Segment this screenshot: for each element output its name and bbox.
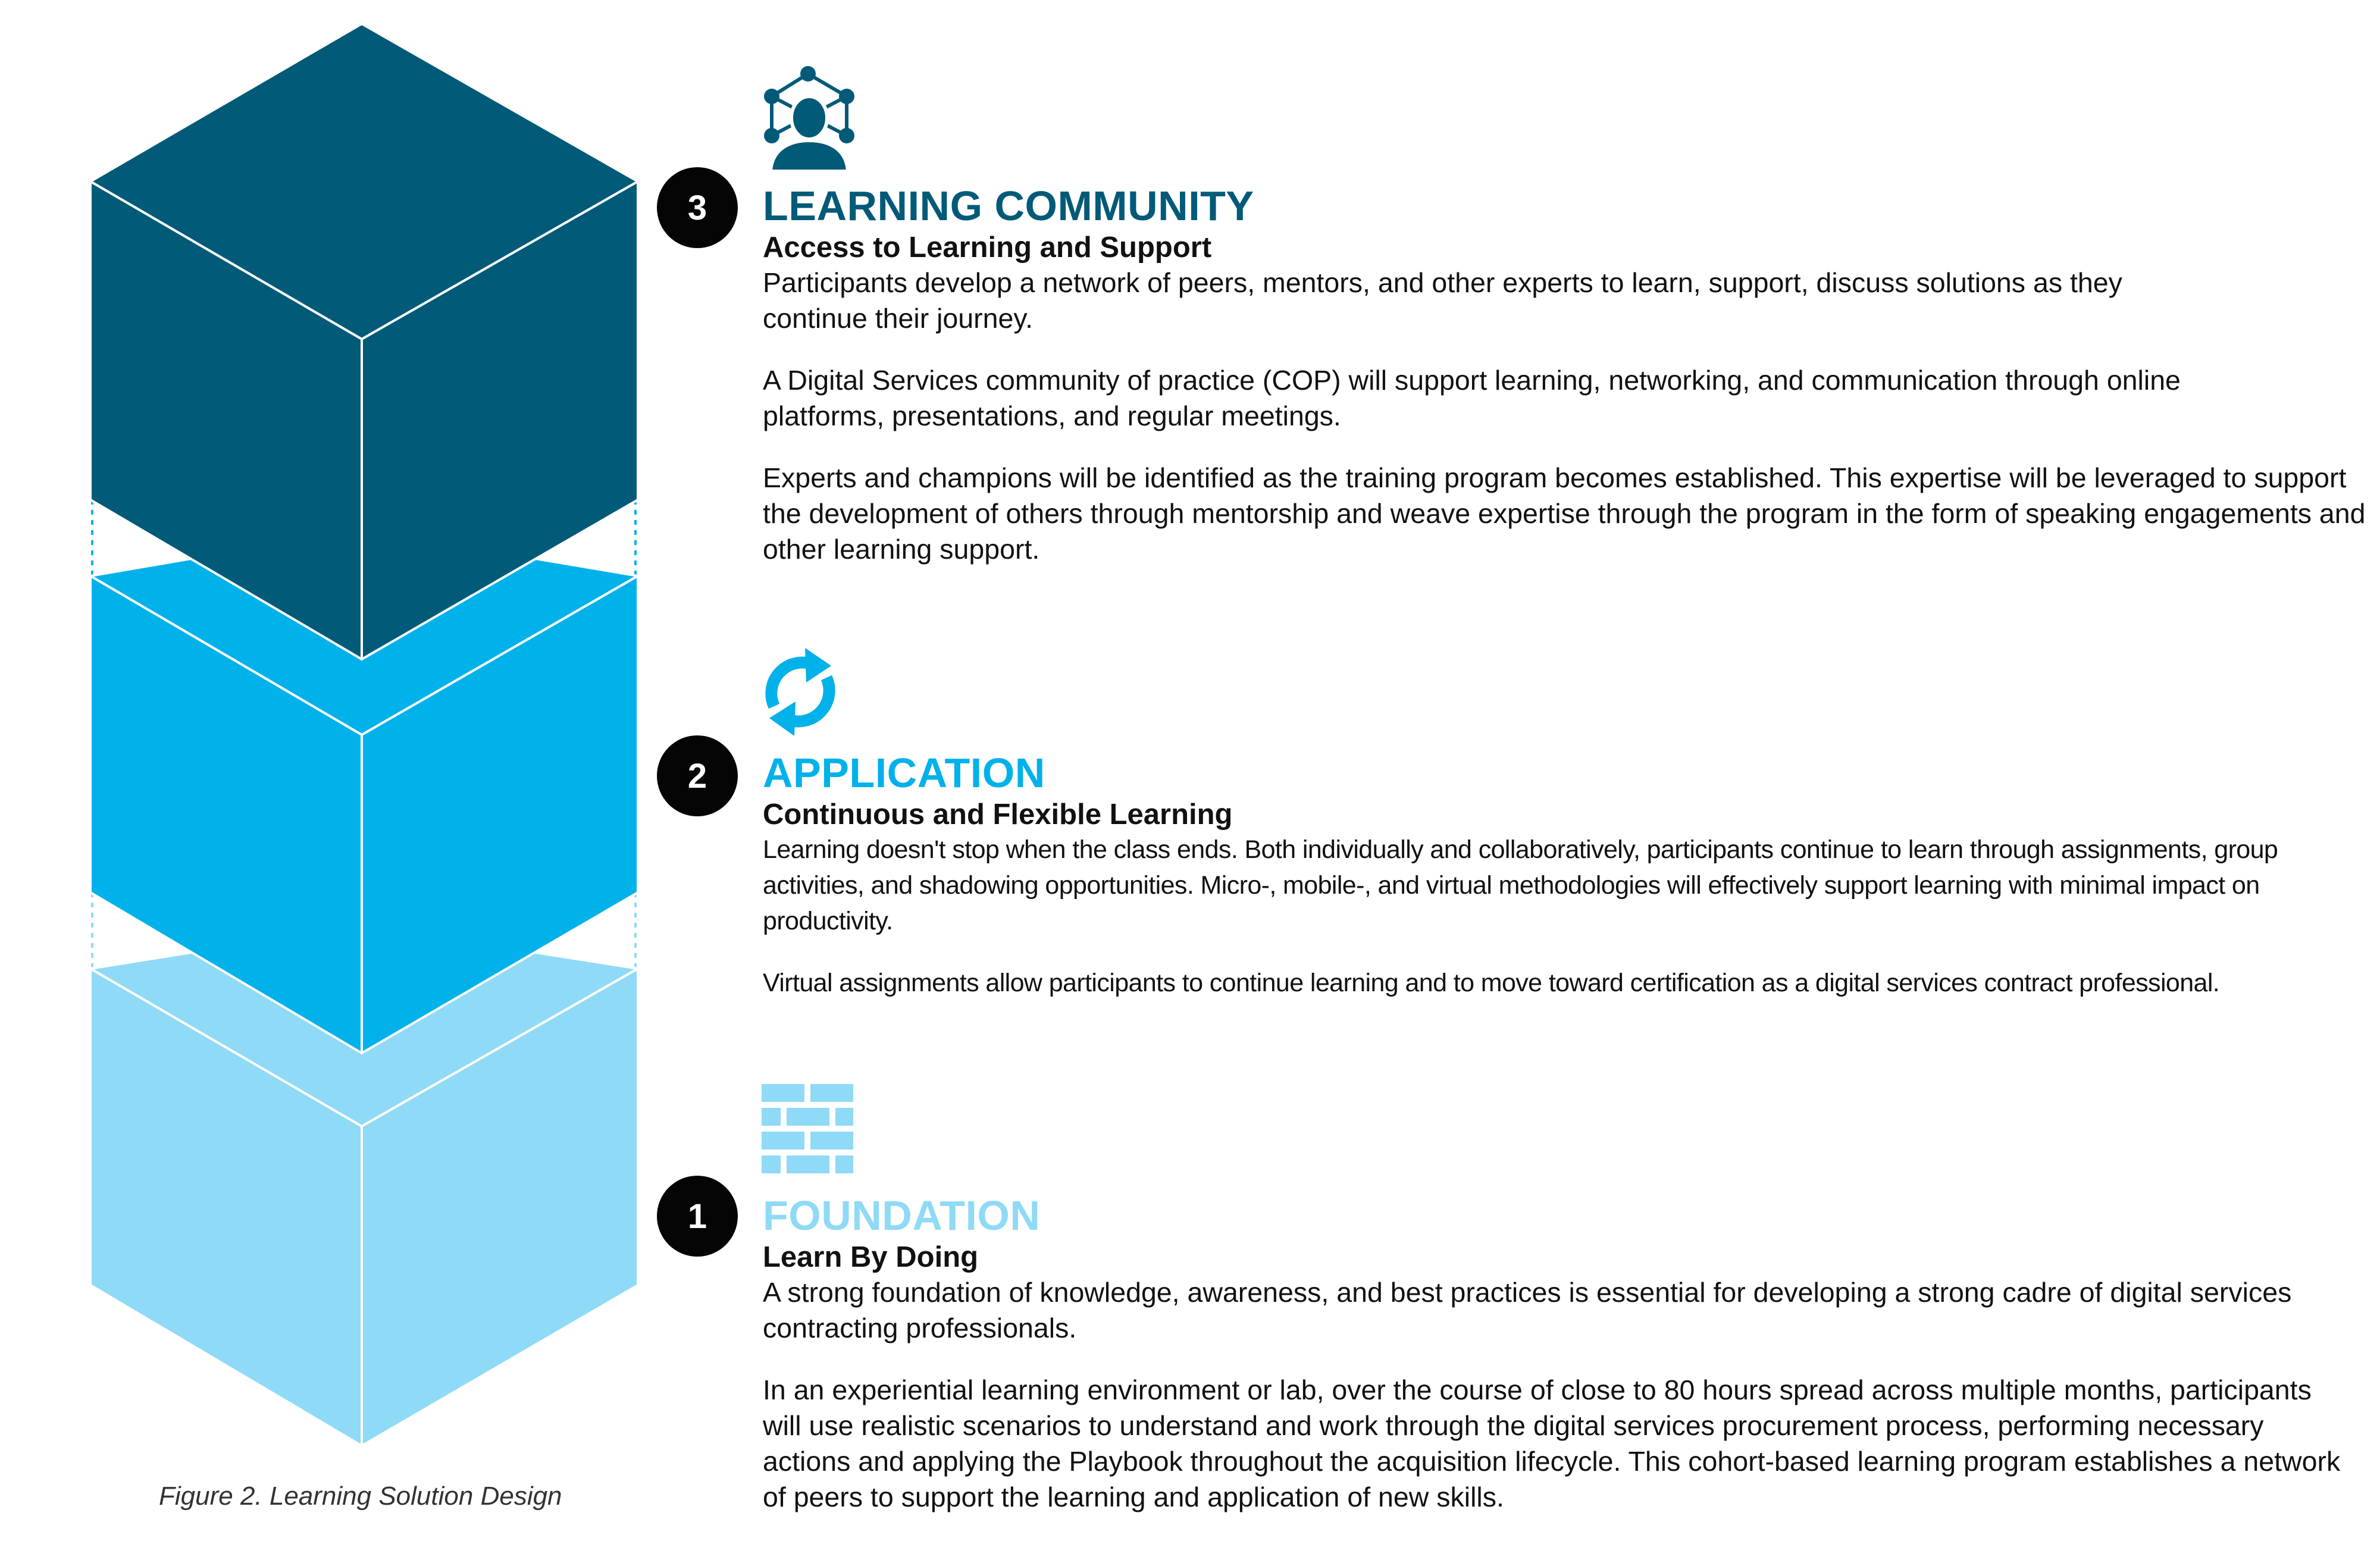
section-subtitle-foundation: Learn By Doing [763, 1241, 979, 1273]
cube-foundation [89, 924, 639, 1447]
cube-foundation-right [361, 967, 639, 1447]
cube-learning-community [89, 23, 639, 660]
section-paragraph: In an experiential learning environment … [763, 1374, 2341, 1512]
section-paragraph: Experts and champions will be identified… [763, 462, 2366, 565]
section-number-badge-3: 3 [657, 167, 738, 248]
section-number-badge-2: 2 [657, 735, 738, 816]
section-subtitle-application: Continuous and Flexible Learning [763, 798, 1233, 831]
brick-wall-icon [762, 1084, 853, 1173]
cube-application-right [361, 575, 639, 1054]
section-title-application: APPLICATION [763, 750, 1045, 796]
section-number-badge-1: 1 [657, 1176, 738, 1257]
section-title-foundation: FOUNDATION [763, 1192, 1041, 1239]
section-paragraph: A Digital Services community of practice… [763, 365, 2181, 431]
section-paragraph: Virtual assignments allow participants t… [763, 969, 2220, 997]
cube-community-right [361, 180, 639, 660]
refresh-cycle-icon [765, 648, 835, 736]
section-foundation: FOUNDATION Learn By Doing A strong found… [763, 1191, 2369, 1541]
section-learning-community: LEARNING COMMUNITY Access to Learning an… [763, 181, 2369, 593]
section-subtitle-learning-community: Access to Learning and Support [763, 231, 1212, 264]
cube-stack-diagram [89, 23, 639, 1447]
network-people-icon [764, 66, 854, 173]
figure-caption: Figure 2. Learning Solution Design [159, 1482, 562, 1511]
section-paragraph: Participants develop a network of peers,… [763, 267, 2122, 334]
dashed-connectors [91, 500, 637, 969]
section-title-learning-community: LEARNING COMMUNITY [763, 183, 1254, 229]
section-paragraph: A strong foundation of knowledge, awaren… [763, 1277, 2292, 1343]
section-application: APPLICATION Continuous and Flexible Lear… [763, 748, 2369, 1027]
section-paragraph: Learning doesn't stop when the class end… [763, 835, 2278, 935]
